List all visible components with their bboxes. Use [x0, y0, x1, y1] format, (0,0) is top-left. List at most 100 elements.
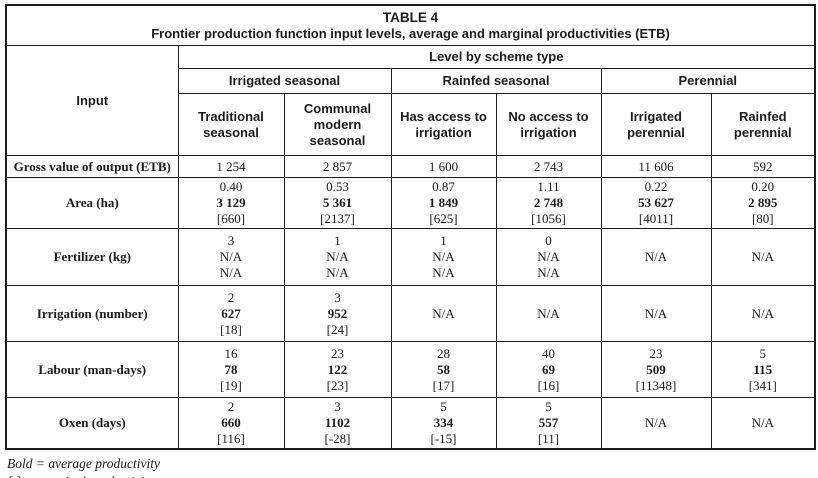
data-cell: 592: [710, 155, 816, 178]
marginal-productivity-value: [1056]: [531, 211, 566, 226]
average-productivity-value: 334: [433, 415, 454, 430]
row-label: Gross value of output (ETB): [5, 155, 179, 178]
scheme-group-header-row: Irrigated seasonal Rainfed seasonal Pere…: [6, 68, 816, 94]
gross-value: 1 600: [428, 158, 459, 174]
row-label: Area (ha): [5, 177, 179, 229]
table-row-oxen: Oxen (days) 2 660 [116] 3 1102 [-28] 5 3…: [5, 397, 816, 450]
data-cell: 1.11 2 748 [1056]: [495, 177, 602, 229]
column-header-rainfed-perennial: Rainfed perennial: [710, 93, 816, 156]
marginal-productivity-value: [-15]: [430, 431, 457, 446]
data-cell: 1 254: [177, 155, 285, 178]
marginal-productivity-value: [116]: [217, 431, 245, 446]
data-cell: 23 122 [23]: [283, 341, 392, 398]
not-applicable-value: N/A: [751, 305, 774, 321]
input-level-value: 0.87: [432, 179, 455, 194]
not-applicable-value: N/A: [432, 305, 455, 321]
data-cell: N/A: [710, 285, 816, 342]
data-cell: 0.87 1 849 [625]: [390, 177, 497, 229]
average-productivity-value: 78: [224, 361, 238, 377]
average-productivity-value: 509: [646, 361, 666, 377]
marginal-productivity-value: N/A: [432, 265, 455, 280]
input-level-value: 3: [334, 289, 341, 305]
data-cell: 0.40 3 129 [660]: [177, 177, 285, 229]
average-productivity-value: 58: [437, 361, 450, 377]
average-productivity-value: 2 748: [533, 195, 564, 210]
average-productivity-value: 69: [542, 361, 555, 377]
marginal-productivity-value: [19]: [220, 377, 242, 393]
average-productivity-value: N/A: [432, 249, 455, 264]
input-level-value: 3: [227, 233, 235, 248]
table-row-fertilizer: Fertilizer (kg) 3 N/A N/A 1 N/A N/A 1 N/…: [5, 228, 816, 286]
average-productivity-value: 53 627: [638, 195, 674, 210]
data-cell: N/A: [495, 285, 602, 342]
gross-value: 2 857: [322, 158, 353, 174]
gross-value: 2 743: [533, 158, 564, 174]
data-cell: N/A: [710, 228, 816, 286]
input-level-value: 1: [334, 233, 341, 248]
average-productivity-value: N/A: [219, 249, 243, 264]
row-label: Fertilizer (kg): [5, 228, 179, 286]
footnote-average-productivity: Bold = average productivity: [7, 456, 160, 471]
marginal-productivity-value: [-28]: [324, 431, 351, 446]
table-caption: Frontier production function input level…: [151, 25, 670, 41]
table-number: TABLE 4: [382, 9, 439, 25]
table-row-area: Area (ha) 0.40 3 129 [660] 0.53 5 361 [2…: [5, 177, 816, 229]
input-level-value: 2: [227, 399, 235, 414]
footnote-marginal-productivity: [ ] = marginal productivity: [7, 473, 814, 478]
input-level-value: 1.11: [537, 179, 560, 194]
table-title-cell: TABLE 4 Frontier production function inp…: [5, 4, 816, 46]
average-productivity-value: N/A: [326, 249, 349, 264]
average-productivity-value: 557: [538, 415, 559, 430]
input-level-value: 0.40: [219, 179, 243, 194]
row-label: Oxen (days): [5, 397, 179, 450]
table-row-labour: Labour (man-days) 16 78 [19] 23 122 [23]…: [5, 341, 816, 398]
level-by-scheme-type-header: Level by scheme type: [177, 45, 816, 69]
data-cell: N/A: [710, 397, 816, 450]
input-level-value: 1: [440, 233, 447, 248]
input-level-value: 28: [437, 345, 450, 361]
data-cell: 0.22 53 627 [4011]: [600, 177, 712, 229]
column-header-no-access-to-irrigation: No access to irrigation: [495, 93, 602, 156]
data-cell: 23 509 [11348]: [600, 341, 712, 398]
data-cell: 11 606: [600, 155, 712, 178]
frontier-production-table: TABLE 4 Frontier production function inp…: [5, 4, 817, 450]
marginal-productivity-value: [23]: [326, 377, 349, 393]
not-applicable-value: N/A: [644, 249, 668, 264]
input-level-value: 0.20: [751, 179, 775, 194]
row-label: Labour (man-days): [5, 341, 179, 398]
table-row-gross-value: Gross value of output (ETB) 1 254 2 857 …: [5, 155, 816, 178]
data-cell: 1 N/A N/A: [283, 228, 392, 286]
gross-value: 592: [753, 158, 773, 174]
column-header-row: Traditional seasonal Communal modern sea…: [6, 93, 816, 156]
marginal-productivity-value: [17]: [432, 377, 455, 393]
input-level-value: 16: [224, 345, 238, 361]
input-level-value: 5: [545, 399, 552, 414]
marginal-productivity-value: [2137]: [320, 211, 355, 226]
input-level-value: 40: [542, 345, 555, 361]
input-level-value: 5: [440, 399, 447, 414]
data-cell: 1 600: [390, 155, 497, 178]
table-row-irrigation: Irrigation (number) 2 627 [18] 3 952 [24…: [5, 285, 816, 342]
data-cell: 28 58 [17]: [390, 341, 497, 398]
marginal-productivity-value: [24]: [326, 321, 349, 337]
table-title-row: TABLE 4 Frontier production function inp…: [5, 4, 816, 46]
marginal-productivity-value: [18]: [220, 321, 242, 337]
marginal-productivity-value: [16]: [537, 377, 560, 393]
average-productivity-value: 115: [753, 361, 773, 377]
not-applicable-value: N/A: [644, 415, 668, 430]
average-productivity-value: 3 129: [216, 195, 246, 210]
average-productivity-value: 627: [221, 305, 241, 321]
marginal-productivity-value: [11348]: [635, 377, 677, 393]
input-level-value: 2: [227, 289, 235, 305]
average-productivity-value: N/A: [537, 249, 560, 264]
input-level-value: 0.22: [644, 179, 668, 194]
data-cell: 0 N/A N/A: [495, 228, 602, 286]
scheme-type-header-row: Input Level by scheme type: [5, 45, 816, 156]
marginal-productivity-value: [625]: [429, 211, 458, 226]
marginal-productivity-value: [80]: [751, 211, 774, 226]
marginal-productivity-value: [11]: [537, 431, 560, 446]
data-cell: 2 857: [283, 155, 392, 178]
data-cell: 2 660 [116]: [177, 397, 285, 450]
gross-value: 11 606: [638, 158, 674, 174]
group-header-perennial: Perennial: [600, 68, 816, 94]
